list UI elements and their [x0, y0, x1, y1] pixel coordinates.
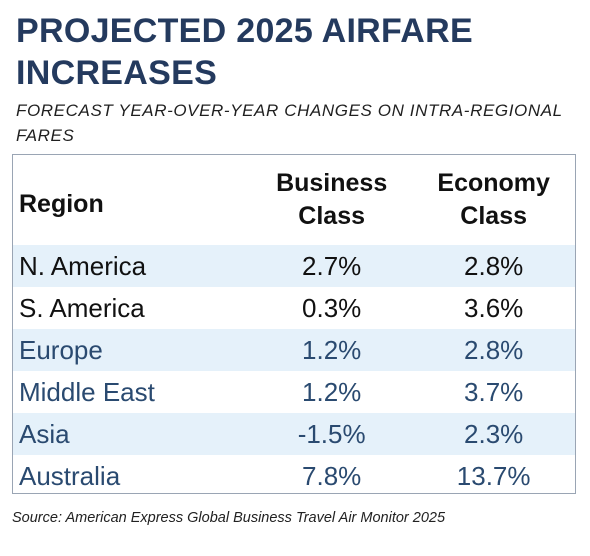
row-region-cell: Middle East — [19, 376, 155, 407]
row-economy-cell: 2.8% — [464, 250, 524, 281]
row-economy-cell: 2.3% — [464, 418, 524, 449]
table-row: Europe 1.2% 2.8% — [13, 329, 575, 371]
row-economy-cell: 2.8% — [464, 334, 524, 365]
table-row: N. America 2.7% 2.8% — [13, 245, 575, 287]
fare-table-container: Region Business Class Economy Class N. A… — [12, 154, 576, 494]
row-business-cell: 2.7% — [302, 250, 362, 281]
row-business-cell: -1.5% — [297, 418, 366, 449]
header-business-class: Business Class — [276, 169, 388, 230]
header-region: Region — [19, 189, 104, 218]
row-business-cell: 1.2% — [302, 376, 362, 407]
table-row: Asia -1.5% 2.3% — [13, 413, 575, 455]
row-business-cell: 7.8% — [302, 460, 362, 491]
row-business-cell: 1.2% — [302, 334, 362, 365]
row-economy-cell: 3.6% — [464, 292, 524, 323]
table-row: Australia 7.8% 13.7% — [13, 455, 575, 497]
fare-table: Region Business Class Economy Class N. A… — [13, 155, 575, 497]
chart-title: PROJECTED 2025 AIRFARE INCREASES — [16, 12, 473, 92]
header-economy-class: Economy Class — [437, 169, 550, 230]
row-region-cell: Europe — [19, 334, 103, 365]
row-region-cell: Australia — [19, 460, 121, 491]
table-row: Middle East 1.2% 3.7% — [13, 371, 575, 413]
source-note: Source: American Express Global Business… — [12, 510, 446, 526]
row-business-cell: 0.3% — [302, 292, 362, 323]
table-row: S. America 0.3% 3.6% — [13, 287, 575, 329]
chart-subtitle: FORECAST YEAR-OVER-YEAR CHANGES ON INTRA… — [16, 101, 563, 145]
row-economy-cell: 3.7% — [464, 376, 524, 407]
table-header-row: Region Business Class Economy Class — [13, 155, 575, 245]
row-region-cell: S. America — [19, 292, 145, 323]
row-region-cell: N. America — [19, 250, 147, 281]
row-region-cell: Asia — [19, 418, 70, 449]
row-economy-cell: 13.7% — [456, 460, 531, 491]
